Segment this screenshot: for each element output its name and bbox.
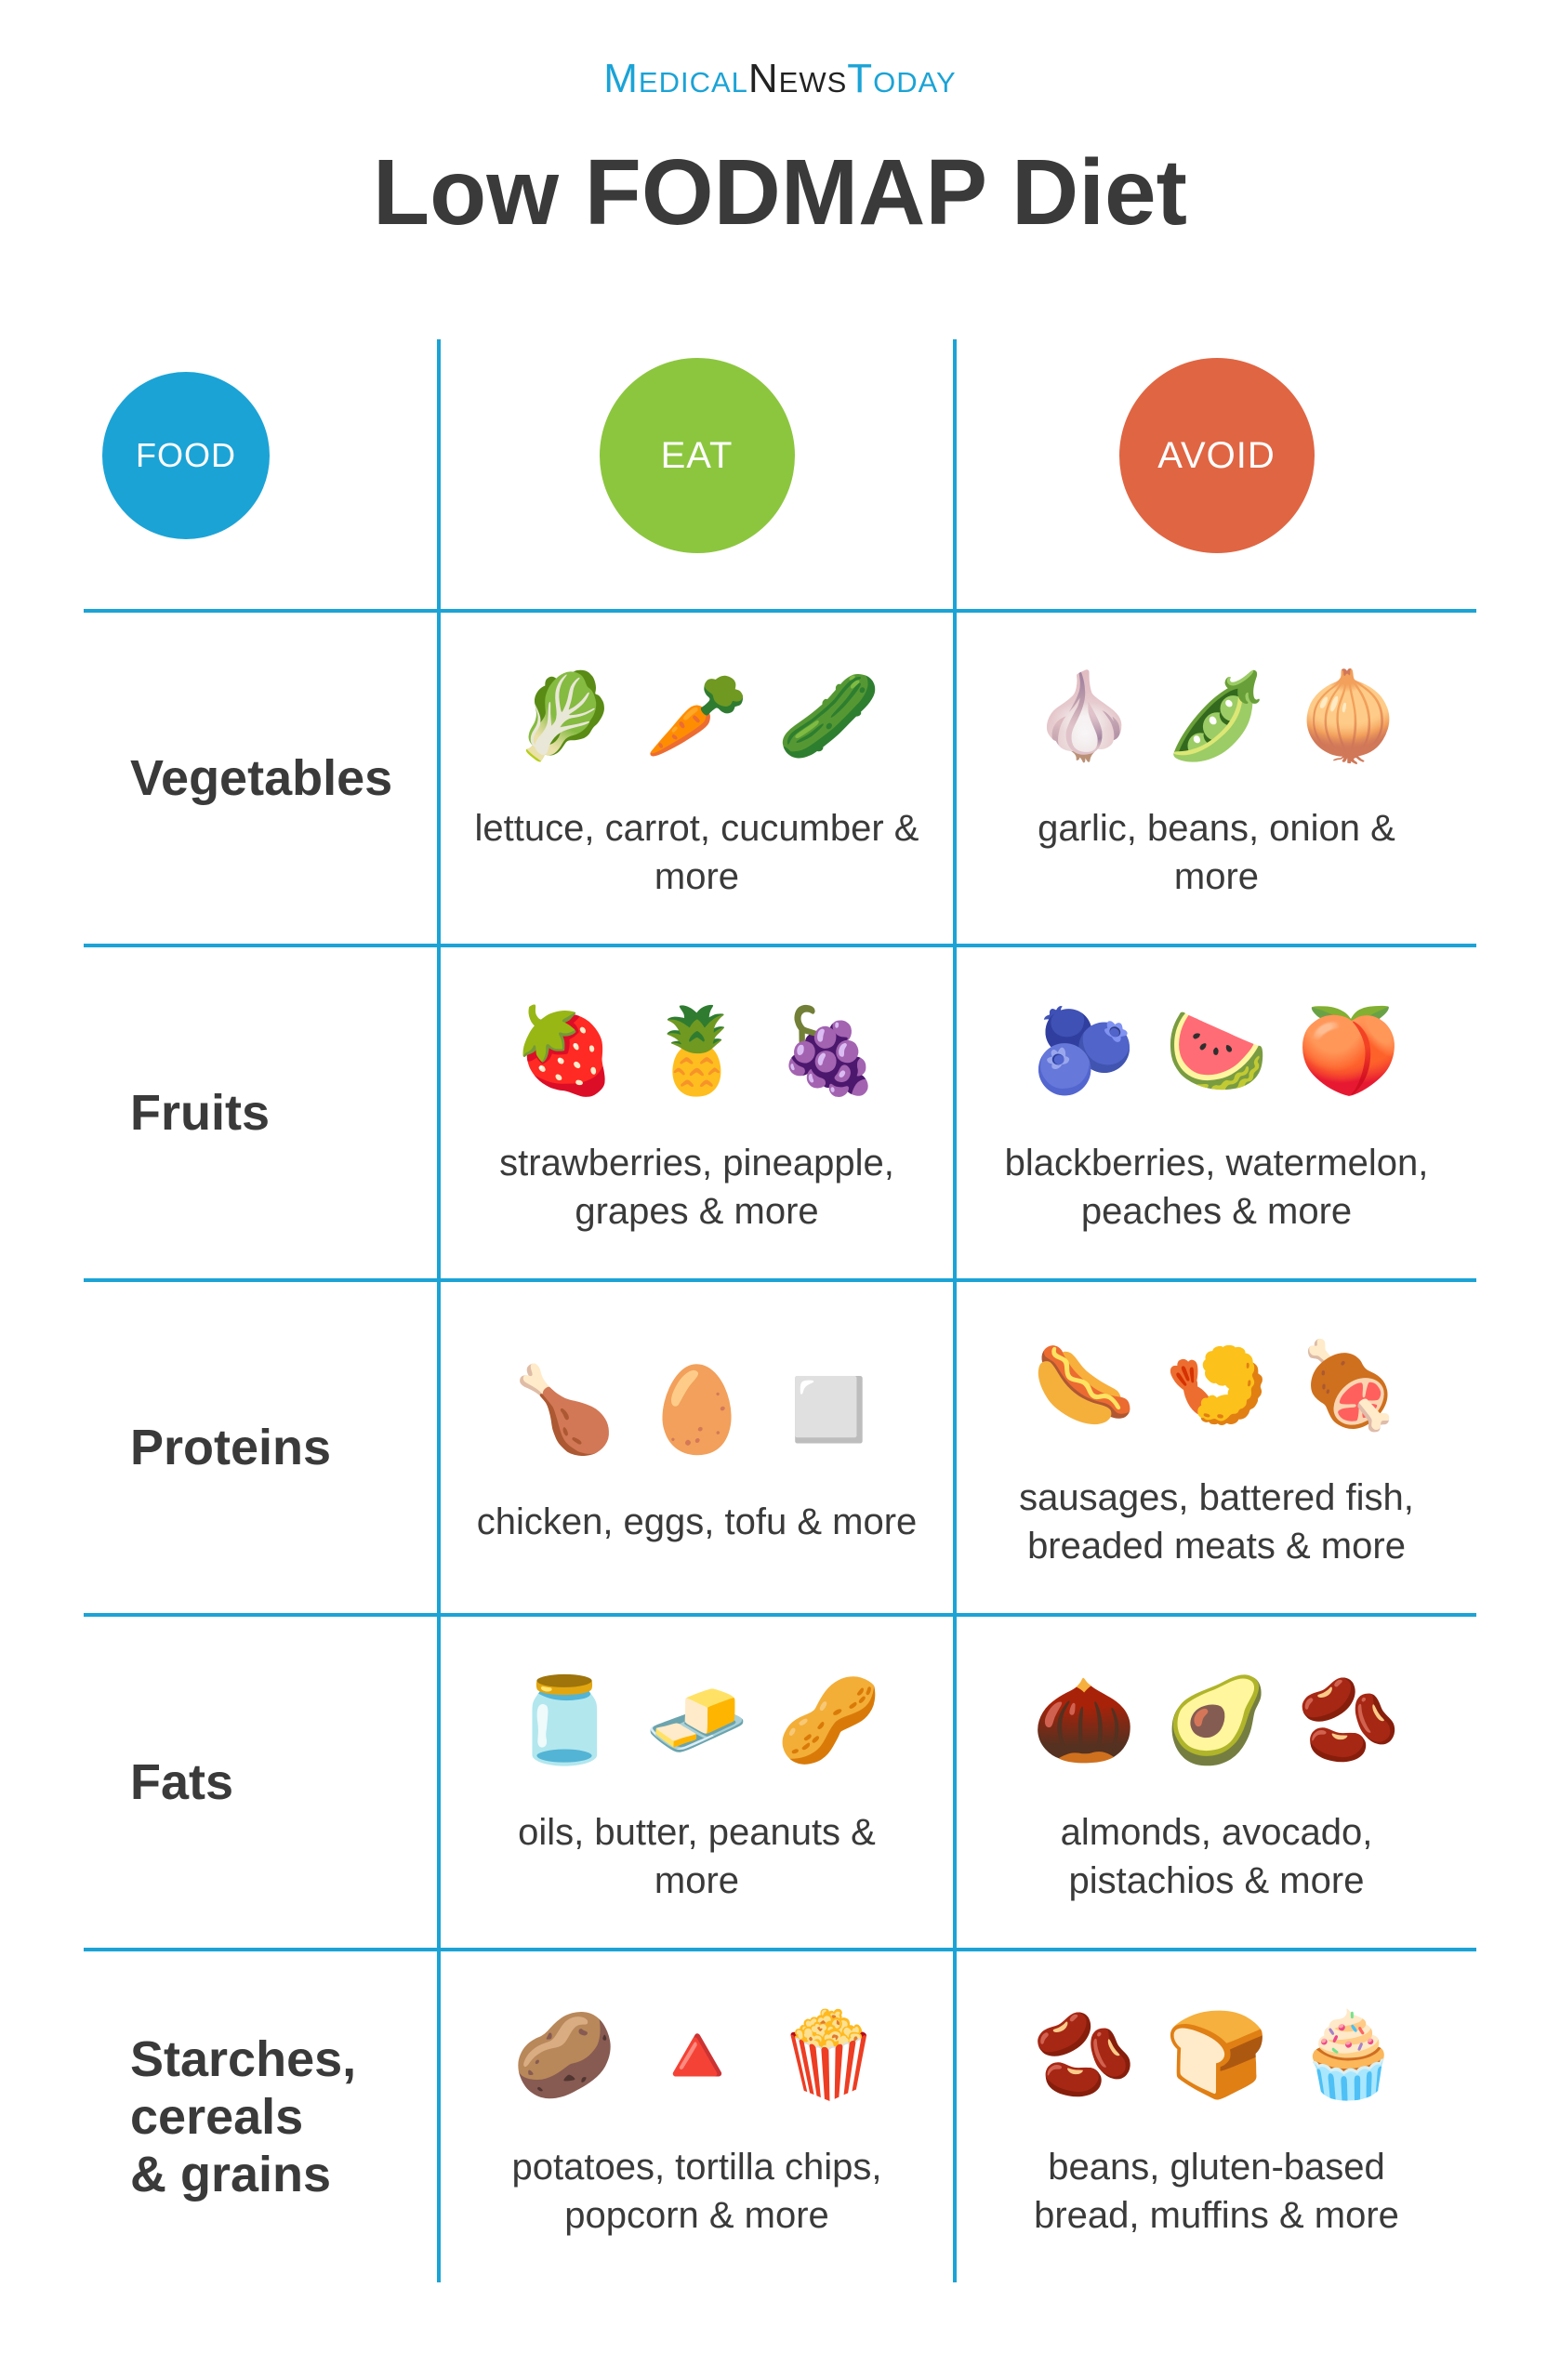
- food-icon: 🫛: [1164, 668, 1268, 765]
- avoid-cell: 🌭 🍤 🍖 sausages, battered fish, breaded meat…: [957, 1278, 1476, 1613]
- eat-text: strawberries, pineapple, grapes & more: [474, 1139, 920, 1236]
- food-icon: 🧁: [1297, 2006, 1401, 2104]
- category-cell: Proteins: [84, 1278, 437, 1613]
- food-icon: ◻️: [777, 1361, 881, 1459]
- avoid-cell: 🫐 🍉 🍑 blackberries, watermelon, peaches & m…: [957, 944, 1476, 1278]
- food-icon: 🌭: [1032, 1337, 1136, 1435]
- eat-text: lettuce, carrot, cucumber & more: [474, 804, 920, 901]
- avoid-icons: 🌭 🍤 🍖: [1032, 1325, 1400, 1446]
- eat-icons: 🍗 🥚 ◻️: [512, 1349, 880, 1470]
- avoid-text: almonds, avocado, pistachios & more: [994, 1808, 1440, 1905]
- eat-circle: EAT: [600, 358, 795, 553]
- category-cell: Starches,cereals& grains: [84, 1948, 437, 2282]
- food-icon: 🔺: [644, 2006, 748, 2104]
- eat-cell: 🍗 🥚 ◻️ chicken, eggs, tofu & more: [437, 1278, 957, 1613]
- food-icon: 🍖: [1297, 1337, 1401, 1435]
- category-label: Fruits: [130, 1084, 270, 1142]
- category-label: Vegetables: [130, 749, 392, 807]
- diet-table: FOOD EAT AVOID Vegetables 🥬 🥕 🥒 lettuce, car…: [84, 339, 1476, 2282]
- avoid-icons: 🧄 🫛 🧅: [1032, 655, 1400, 776]
- food-icon: 🥔: [512, 2006, 616, 2104]
- brand-part-3: Today: [847, 56, 956, 101]
- eat-icons: 🥔 🔺 🍿: [512, 1994, 880, 2115]
- food-icon: 🍿: [777, 2006, 881, 2104]
- avoid-text: blackberries, watermelon, peaches & more: [994, 1139, 1440, 1236]
- eat-cell: 🥬 🥕 🥒 lettuce, carrot, cucumber & more: [437, 609, 957, 944]
- food-icon: 🥑: [1164, 1672, 1268, 1769]
- header-avoid: AVOID: [957, 339, 1476, 609]
- food-icon: 🍍: [644, 1002, 748, 1100]
- category-cell: Fats: [84, 1613, 437, 1948]
- category-cell: Fruits: [84, 944, 437, 1278]
- eat-cell: 🍓 🍍 🍇 strawberries, pineapple, grapes & mor…: [437, 944, 957, 1278]
- eat-cell: 🥔 🔺 🍿 potatoes, tortilla chips, popcorn & m…: [437, 1948, 957, 2282]
- eat-text: chicken, eggs, tofu & more: [477, 1498, 918, 1546]
- food-icon: 🫘: [1297, 1672, 1401, 1769]
- avoid-cell: 🌰 🥑 🫘 almonds, avocado, pistachios & more: [957, 1613, 1476, 1948]
- avoid-cell: 🫘 🍞 🧁 beans, gluten-based bread, muffins & …: [957, 1948, 1476, 2282]
- food-icon: 🍞: [1164, 2006, 1268, 2104]
- eat-text: oils, butter, peanuts & more: [474, 1808, 920, 1905]
- food-icon: 🥜: [777, 1672, 881, 1769]
- food-icon: 🧅: [1297, 668, 1401, 765]
- eat-cell: 🫙 🧈 🥜 oils, butter, peanuts & more: [437, 1613, 957, 1948]
- eat-text: potatoes, tortilla chips, popcorn & more: [474, 2143, 920, 2240]
- food-circle: FOOD: [102, 372, 270, 539]
- category-label: Proteins: [130, 1419, 331, 1476]
- food-icon: 🫙: [512, 1672, 616, 1769]
- eat-icons: 🥬 🥕 🥒: [512, 655, 880, 776]
- food-icon: 🍑: [1297, 1002, 1401, 1100]
- page-title: Low FODMAP Diet: [84, 139, 1476, 246]
- food-icon: 🫐: [1032, 1002, 1136, 1100]
- food-icon: 🌰: [1032, 1672, 1136, 1769]
- eat-icons: 🍓 🍍 🍇: [512, 990, 880, 1111]
- food-icon: 🥕: [644, 668, 748, 765]
- brand-logo: MedicalNewsToday: [84, 56, 1476, 102]
- avoid-text: sausages, battered fish, breaded meats &…: [994, 1474, 1440, 1570]
- food-icon: 🥬: [512, 668, 616, 765]
- food-icon: 🍇: [777, 1002, 881, 1100]
- category-cell: Vegetables: [84, 609, 437, 944]
- avoid-circle: AVOID: [1119, 358, 1315, 553]
- food-icon: 🥚: [644, 1361, 748, 1459]
- avoid-text: garlic, beans, onion & more: [994, 804, 1440, 901]
- brand-part-2: News: [748, 56, 847, 101]
- avoid-icons: 🫐 🍉 🍑: [1032, 990, 1400, 1111]
- food-icon: 🧈: [644, 1672, 748, 1769]
- food-icon: 🫘: [1032, 2006, 1136, 2104]
- category-label: Fats: [130, 1753, 233, 1811]
- food-icon: 🧄: [1032, 668, 1136, 765]
- food-icon: 🥒: [777, 668, 881, 765]
- food-icon: 🍉: [1164, 1002, 1268, 1100]
- brand-part-1: Medical: [603, 56, 748, 101]
- eat-icons: 🫙 🧈 🥜: [512, 1659, 880, 1780]
- avoid-text: beans, gluten-based bread, muffins & mor…: [994, 2143, 1440, 2240]
- header-food: FOOD: [84, 339, 437, 609]
- food-icon: 🍗: [512, 1361, 616, 1459]
- avoid-icons: 🌰 🥑 🫘: [1032, 1659, 1400, 1780]
- food-icon: 🍓: [512, 1002, 616, 1100]
- avoid-cell: 🧄 🫛 🧅 garlic, beans, onion & more: [957, 609, 1476, 944]
- category-label: Starches,cereals& grains: [130, 2030, 356, 2203]
- food-icon: 🍤: [1164, 1337, 1268, 1435]
- header-eat: EAT: [437, 339, 957, 609]
- avoid-icons: 🫘 🍞 🧁: [1032, 1994, 1400, 2115]
